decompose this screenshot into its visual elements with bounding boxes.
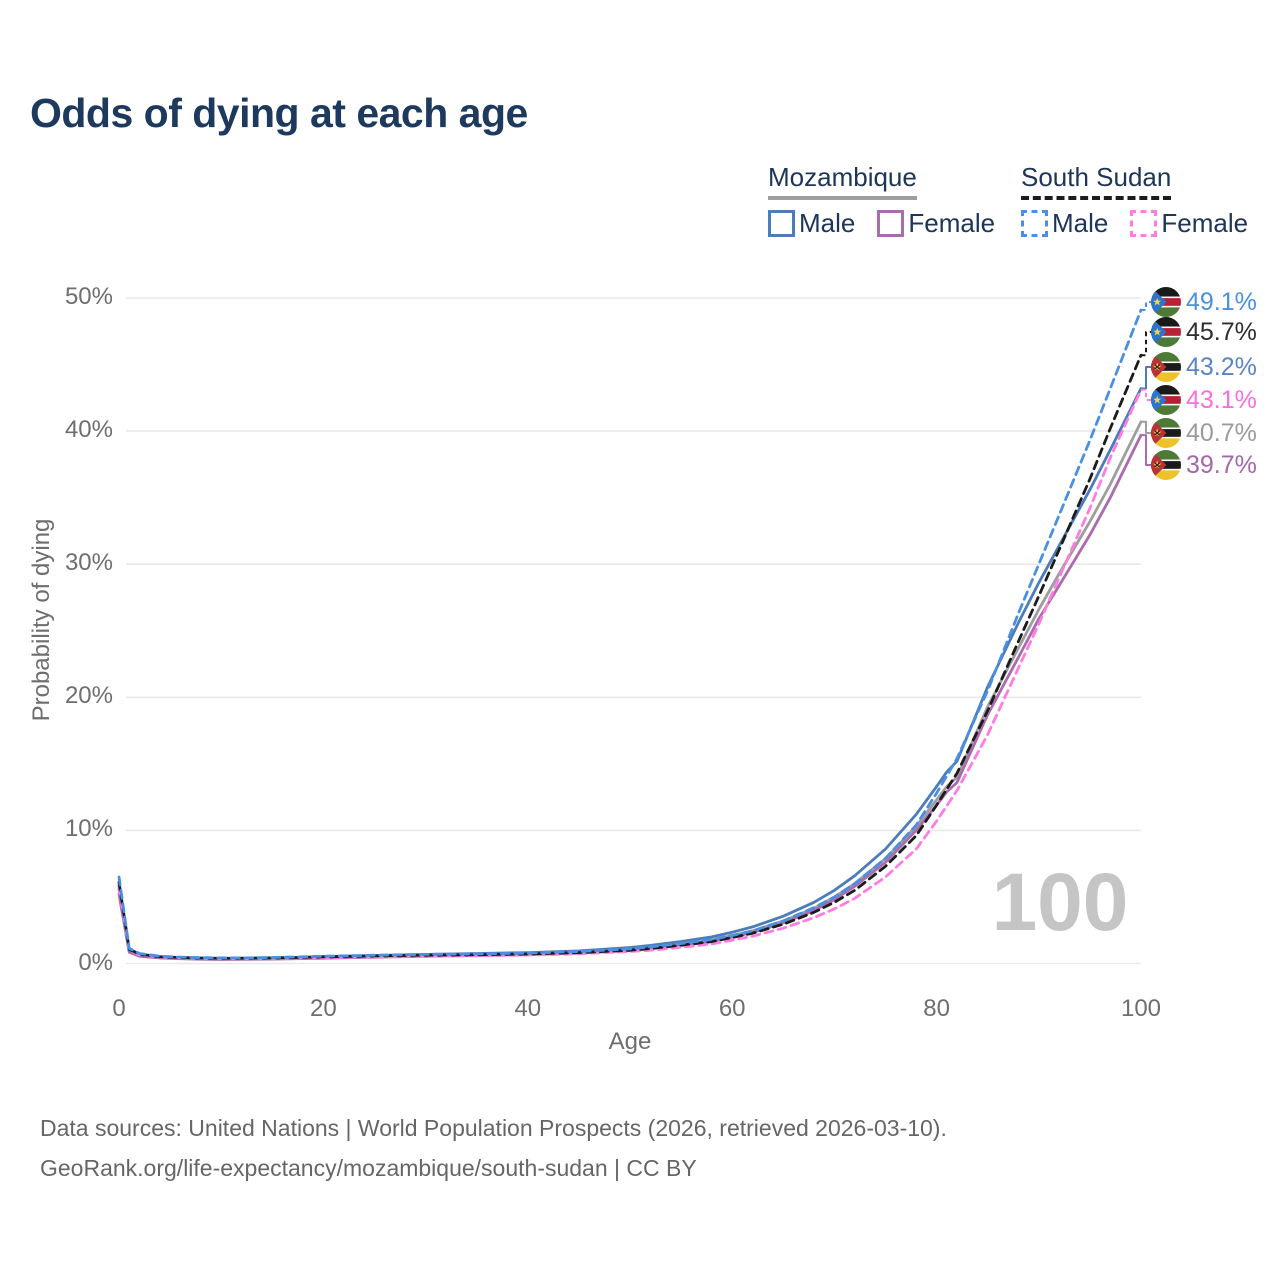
end-label-ss-female: 43.1% <box>1151 384 1257 416</box>
legend-item-mozambique-female: Female <box>877 208 995 239</box>
end-label-value: 43.1% <box>1186 385 1257 414</box>
x-tick-20: 20 <box>310 995 337 1022</box>
legend-item-mozambique-male: Male <box>768 208 855 239</box>
end-label-value: 40.7% <box>1186 418 1257 447</box>
leader-line-ss-male <box>1141 301 1151 311</box>
footer-attribution: GeoRank.org/life-expectancy/mozambique/s… <box>40 1155 697 1181</box>
line-swatch-mozambique-male <box>768 210 795 237</box>
leader-line-ss-both <box>1141 331 1151 357</box>
legend-label: Male <box>799 208 856 238</box>
footer: Data sources: United Nations | World Pop… <box>40 1108 947 1188</box>
y-tick-20%: 20% <box>64 682 113 710</box>
leader-line-ss-female <box>1141 388 1151 401</box>
y-axis-title: Probability of dying <box>28 518 55 722</box>
south-sudan-flag-icon <box>1151 385 1181 415</box>
mozambique-flag-icon <box>1151 450 1181 480</box>
x-tick-0: 0 <box>112 995 126 1022</box>
legend-label: Male <box>1052 208 1109 238</box>
x-axis-title: Age <box>608 1028 652 1055</box>
legend-items-mozambique: Male Female <box>768 208 995 239</box>
end-label-value: 39.7% <box>1186 450 1257 479</box>
end-label-value: 45.7% <box>1186 317 1257 346</box>
x-tick-80: 80 <box>923 995 950 1022</box>
legend-country-mozambique: Mozambique <box>768 162 917 200</box>
legend-group-south-sudan: South Sudan Male Female <box>1021 162 1248 239</box>
line-swatch-south-sudan-female <box>1130 210 1158 237</box>
end-label-value: 43.2% <box>1186 352 1257 381</box>
end-label-mz-male: 43.2% <box>1151 351 1257 383</box>
y-tick-30%: 30% <box>64 549 113 577</box>
age-watermark: 100 <box>991 857 1129 948</box>
y-tick-10%: 10% <box>64 815 113 843</box>
leader-line-mz-female <box>1141 434 1151 466</box>
legend-item-south-sudan-male: Male <box>1021 208 1108 239</box>
series-line-ss-male <box>117 308 1143 960</box>
leader-line-mz-both <box>1141 420 1151 434</box>
line-swatch-mozambique-female <box>877 210 905 237</box>
legend-group-mozambique: Mozambique Male Female <box>768 162 995 239</box>
mozambique-flag-icon <box>1151 352 1181 382</box>
end-label-ss-both: 45.7% <box>1151 316 1257 348</box>
x-tick-60: 60 <box>718 995 746 1022</box>
end-label-value: 49.1% <box>1186 287 1257 316</box>
y-tick-50%: 50% <box>64 283 113 310</box>
legend-item-south-sudan-female: Female <box>1130 208 1248 239</box>
leader-line-mz-male <box>1141 366 1151 390</box>
x-tick-40: 40 <box>514 995 542 1022</box>
end-label-mz-both: 40.7% <box>1151 417 1257 449</box>
y-tick-40%: 40% <box>64 416 113 444</box>
line-swatch-south-sudan-male <box>1021 210 1048 237</box>
end-label-mz-female: 39.7% <box>1151 449 1257 481</box>
legend-label: Female <box>908 208 996 238</box>
legend-label: Female <box>1161 208 1249 238</box>
south-sudan-flag-icon <box>1151 287 1181 317</box>
legend-items-south-sudan: Male Female <box>1021 208 1248 239</box>
legend-country-south-sudan: South Sudan <box>1021 162 1172 200</box>
footer-data-sources: Data sources: United Nations | World Pop… <box>40 1115 947 1141</box>
page-title: Odds of dying at each age <box>30 90 528 136</box>
mozambique-flag-icon <box>1151 418 1181 448</box>
south-sudan-flag-icon <box>1151 317 1181 347</box>
end-label-ss-male: 49.1% <box>1151 286 1257 318</box>
x-tick-100: 100 <box>1120 995 1162 1022</box>
y-tick-0%: 0% <box>78 948 113 976</box>
